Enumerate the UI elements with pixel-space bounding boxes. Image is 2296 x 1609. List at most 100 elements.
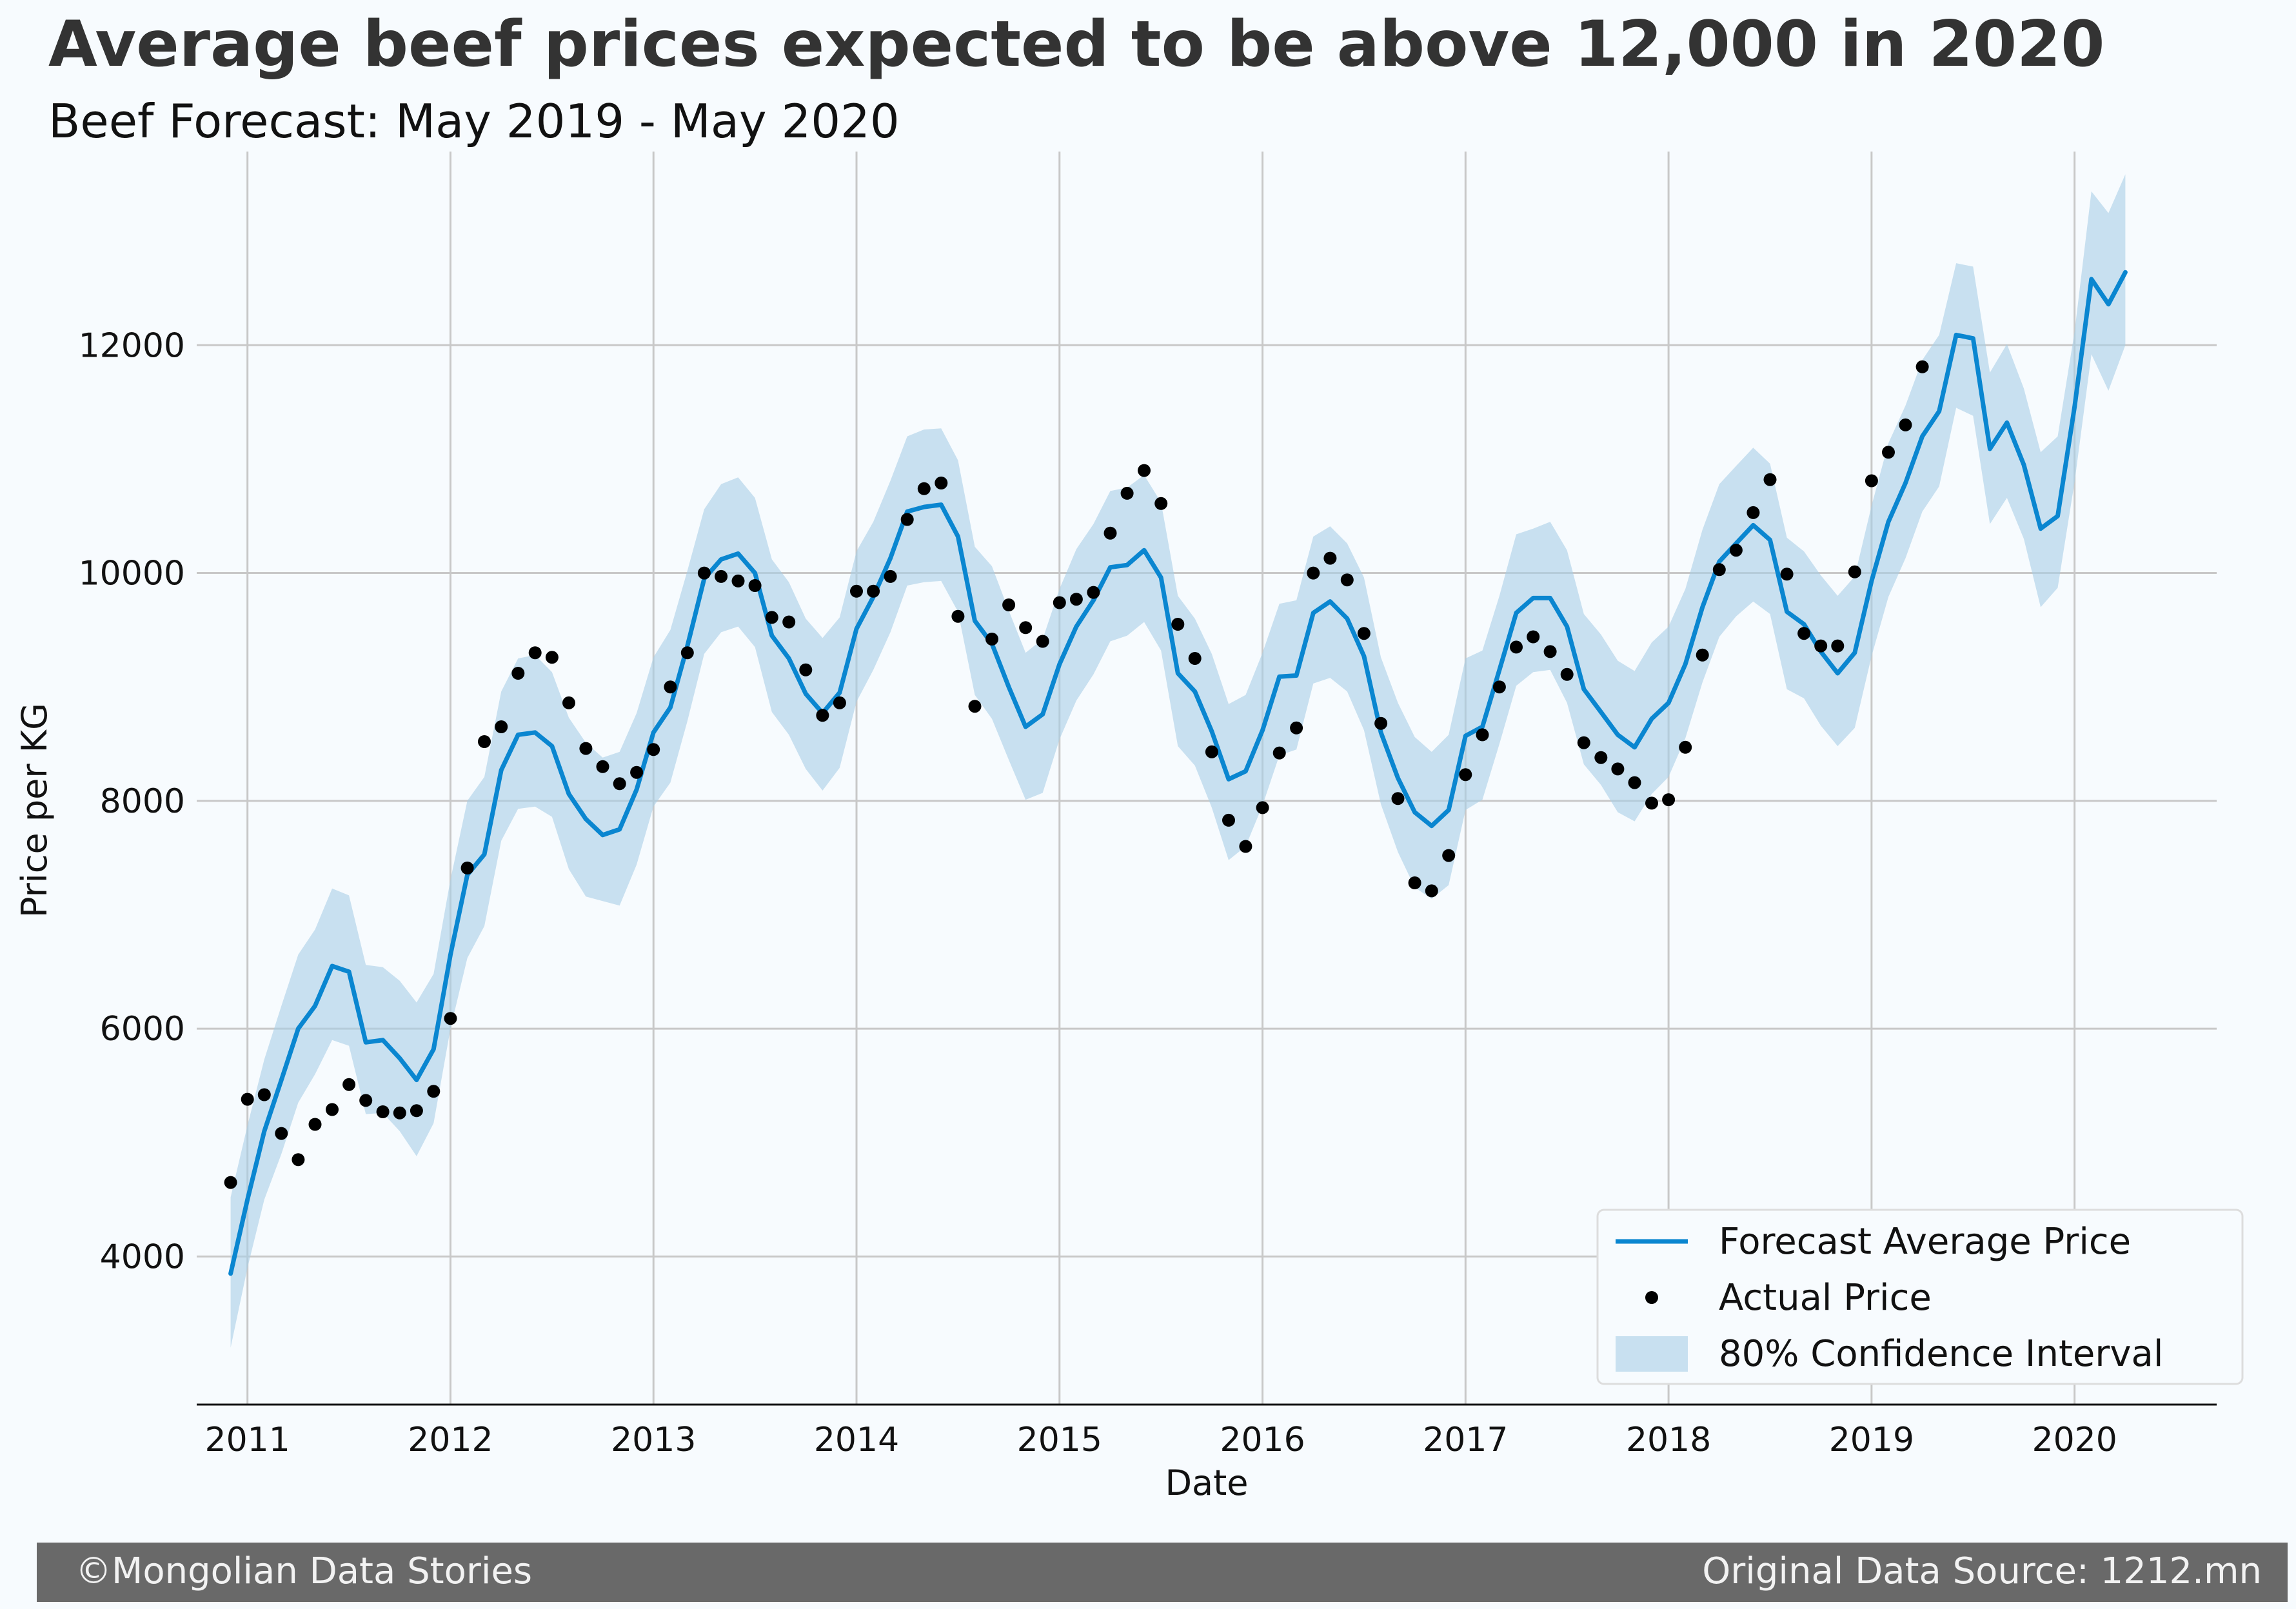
x-tick-label: 2012 [408, 1421, 493, 1459]
actual-price-point [1374, 716, 1388, 730]
chart-title: Average beef prices expected to be above… [48, 8, 2105, 81]
actual-price-point [359, 1094, 373, 1107]
actual-price-point [833, 696, 846, 709]
actual-price-point [224, 1176, 237, 1189]
actual-price-point [1543, 645, 1557, 658]
actual-price-point [782, 615, 796, 629]
actual-price-point [1425, 884, 1438, 898]
actual-price-point [1256, 801, 1269, 814]
actual-price-point [951, 609, 965, 623]
x-axis-label: Date [1165, 1463, 1248, 1503]
actual-price-point [1171, 618, 1185, 631]
actual-price-point [1492, 680, 1506, 694]
actual-price-point [680, 646, 694, 660]
x-tick-label: 2014 [814, 1421, 899, 1459]
y-tick-label: 6000 [100, 1010, 185, 1049]
actual-price-point [917, 482, 931, 495]
actual-price-point [1002, 598, 1016, 611]
actual-price-point [630, 765, 644, 779]
actual-price-point [799, 663, 813, 676]
actual-price-point [275, 1127, 288, 1140]
actual-price-point [1780, 568, 1794, 581]
actual-price-point [257, 1088, 271, 1101]
actual-price-point [1391, 792, 1405, 805]
actual-price-point [478, 735, 491, 748]
actual-price-point [1645, 796, 1658, 810]
actual-price-point [1222, 813, 1235, 827]
footer-bar: ©Mongolian Data Stories Original Data So… [37, 1543, 2288, 1602]
actual-price-point [867, 584, 880, 598]
actual-price-point [1814, 639, 1828, 653]
actual-price-point [1154, 497, 1168, 510]
actual-price-point [596, 760, 609, 773]
y-tick-label: 8000 [100, 782, 185, 821]
actual-price-point [985, 633, 998, 646]
actual-price-point [1357, 627, 1371, 640]
actual-price-point [528, 646, 542, 660]
legend-forecast-label: Forecast Average Price [1719, 1221, 2131, 1263]
beef-price-chart: 2011 2012 2013 2014 2015 2016 2017 2018 2019 2020… [14, 152, 2244, 1503]
axes: 2011 2012 2013 2014 2015 2016 2017 2018 2019 2020… [14, 326, 2217, 1503]
actual-price-point [900, 513, 914, 526]
actual-price-point [613, 777, 626, 791]
actual-price-point [1476, 728, 1489, 742]
actual-price-point [1205, 745, 1218, 758]
actual-price-point [1797, 627, 1811, 640]
actual-price-point [1865, 474, 1878, 488]
actual-price-point [748, 579, 762, 592]
actual-price-point [816, 709, 829, 722]
x-tick-label: 2011 [205, 1421, 290, 1459]
actual-price-point [562, 696, 575, 709]
actual-price-point [1594, 751, 1608, 764]
x-tick-label: 2018 [1626, 1421, 1711, 1459]
y-tick-label: 10000 [79, 555, 185, 593]
actual-price-point [731, 574, 745, 587]
legend-interval-label: 80% Confidence Interval [1719, 1333, 2163, 1375]
actual-price-point [460, 862, 474, 874]
y-tick-label: 4000 [100, 1238, 185, 1276]
actual-price-point [1915, 360, 1929, 373]
legend-interval-swatch [1616, 1336, 1688, 1372]
actual-price-point [1340, 573, 1354, 587]
actual-price-point [850, 584, 863, 598]
actual-price-point [511, 667, 525, 680]
y-axis-label: Price per KG [14, 703, 55, 918]
actual-price-point [968, 700, 982, 713]
actual-price-point [1763, 473, 1777, 486]
actual-price-point [1510, 640, 1523, 654]
actual-price-point [1239, 840, 1252, 853]
actual-price-point [1459, 768, 1472, 782]
x-tick-label: 2020 [2032, 1421, 2117, 1459]
actual-price-point [1272, 746, 1286, 760]
actual-price-point [1577, 736, 1590, 749]
actual-price-point [1103, 526, 1117, 540]
chart-subtitle: Beef Forecast: May 2019 - May 2020 [48, 94, 900, 148]
actual-price-point [1679, 740, 1692, 754]
actual-price-point [1696, 648, 1709, 662]
actual-price-point [884, 569, 897, 583]
x-tick-label: 2016 [1220, 1421, 1305, 1459]
actual-price-point [1712, 563, 1726, 577]
actual-price-point [1882, 446, 1895, 459]
actual-price-point [1087, 586, 1100, 599]
actual-price-point [1662, 793, 1676, 807]
confidence-band-layer [230, 174, 2126, 1348]
actual-price-point [1290, 721, 1303, 735]
actual-price-point [697, 566, 711, 580]
legend-actual-label: Actual Price [1719, 1277, 1932, 1319]
footer-data-source: Original Data Source: 1212.mn [1702, 1550, 2262, 1592]
actual-price-point [579, 742, 593, 755]
actual-price-point [1527, 630, 1540, 644]
actual-price-point [1120, 486, 1134, 500]
actual-price-point [342, 1078, 356, 1091]
actual-price-point [1188, 652, 1202, 665]
actual-price-point [410, 1104, 423, 1118]
actual-price-point [1442, 849, 1456, 862]
actual-price-point [326, 1103, 339, 1116]
actual-price-point [376, 1105, 390, 1118]
actual-price-point [664, 680, 677, 694]
actual-price-point [1831, 639, 1845, 653]
actual-price-point [545, 651, 559, 664]
legend-box [1596, 1209, 2244, 1385]
actual-price-point [1899, 418, 1912, 431]
